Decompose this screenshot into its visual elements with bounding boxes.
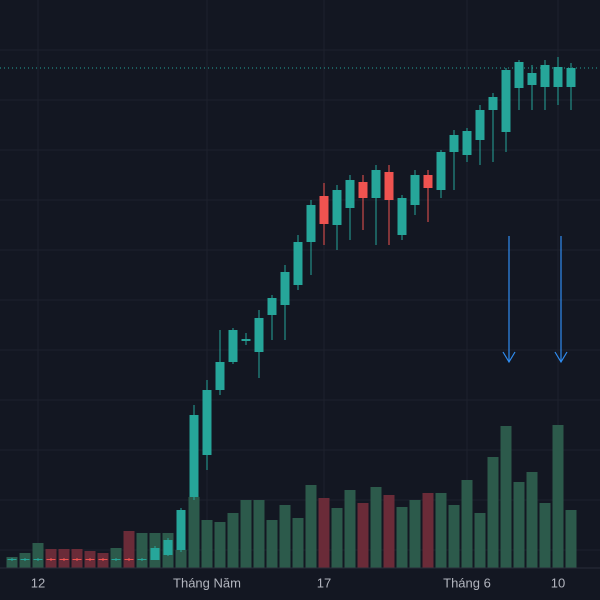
- candle-body: [319, 196, 329, 224]
- volume-bar: [6, 557, 18, 568]
- candle-body: [111, 559, 121, 560]
- candle-body: [215, 362, 225, 390]
- candle-body: [410, 175, 420, 205]
- volume-bar: [123, 531, 135, 568]
- candle-body: [72, 559, 82, 560]
- volume-bar: [292, 518, 304, 568]
- candle-body: [20, 559, 30, 560]
- candle-body: [254, 318, 264, 352]
- candle-body: [280, 272, 290, 305]
- volume-bar: [32, 543, 44, 568]
- volume-bar: [565, 510, 577, 568]
- volume-bar: [409, 500, 421, 568]
- arrow: [502, 236, 516, 364]
- candle-body: [514, 62, 524, 88]
- candle-body: [163, 540, 173, 555]
- volume-bar: [487, 457, 499, 568]
- x-tick-label: 17: [317, 575, 331, 590]
- volume-bar: [136, 533, 148, 568]
- candle-body: [449, 135, 459, 152]
- candle-body: [462, 131, 472, 155]
- volume-bar: [227, 513, 239, 568]
- volume-bar: [474, 513, 486, 568]
- candle-body: [241, 339, 251, 341]
- volume-bar: [175, 550, 187, 568]
- x-tick-label: 10: [551, 575, 565, 590]
- candle-body: [475, 110, 485, 140]
- candle-body: [332, 190, 342, 225]
- volume-bar: [461, 480, 473, 568]
- candle-body: [540, 65, 550, 87]
- volume-bar: [318, 498, 330, 568]
- volume-bar: [214, 522, 226, 568]
- candle-body: [98, 559, 108, 560]
- candle-body: [553, 67, 563, 87]
- arrow: [554, 236, 568, 364]
- volume-bar: [526, 472, 538, 568]
- candle-body: [501, 70, 511, 132]
- volume-bar: [188, 497, 200, 568]
- candle-body: [358, 182, 368, 198]
- candle-body: [345, 180, 355, 208]
- candle-body: [566, 68, 576, 87]
- volume-bar: [266, 520, 278, 568]
- volume-bar: [240, 500, 252, 568]
- candle-body: [59, 559, 69, 560]
- volume-bar: [513, 482, 525, 568]
- volume-bar: [279, 505, 291, 568]
- candle-body: [293, 242, 303, 285]
- x-tick-label: 12: [31, 575, 45, 590]
- volume-bar: [253, 500, 265, 568]
- volume-bar: [435, 493, 447, 568]
- candle-body: [397, 198, 407, 235]
- volume-bar: [422, 493, 434, 568]
- candle-body: [371, 170, 381, 198]
- volume-bar: [396, 507, 408, 568]
- candle-body: [46, 559, 56, 560]
- volume-bar: [344, 490, 356, 568]
- candle-body: [488, 97, 498, 110]
- volume-bar: [383, 495, 395, 568]
- volume-bar: [331, 508, 343, 568]
- volume-bar: [201, 520, 213, 568]
- volume-bar: [357, 503, 369, 568]
- volume-bar: [448, 505, 460, 568]
- candle-body: [124, 559, 134, 560]
- candle-body: [189, 415, 199, 497]
- volume-bar: [539, 503, 551, 568]
- candle-body: [137, 559, 147, 560]
- candle-body: [384, 172, 394, 200]
- candle-body: [176, 510, 186, 550]
- candle-body: [85, 559, 95, 560]
- candle-body: [228, 330, 238, 362]
- candle-body: [202, 390, 212, 455]
- volume-bar: [305, 485, 317, 568]
- candle-body: [423, 175, 433, 188]
- candle-body: [150, 548, 160, 560]
- x-tick-label: Tháng 6: [443, 575, 491, 590]
- candle-body: [33, 559, 43, 560]
- candle-body: [267, 298, 277, 315]
- candle-body: [306, 205, 316, 242]
- volume-bar: [552, 425, 564, 568]
- x-tick-label: Tháng Năm: [173, 575, 241, 590]
- volume-bar: [370, 487, 382, 568]
- candle-body: [527, 73, 537, 85]
- candle-body: [7, 559, 17, 560]
- candle-body: [436, 152, 446, 190]
- volume-bar: [500, 426, 512, 568]
